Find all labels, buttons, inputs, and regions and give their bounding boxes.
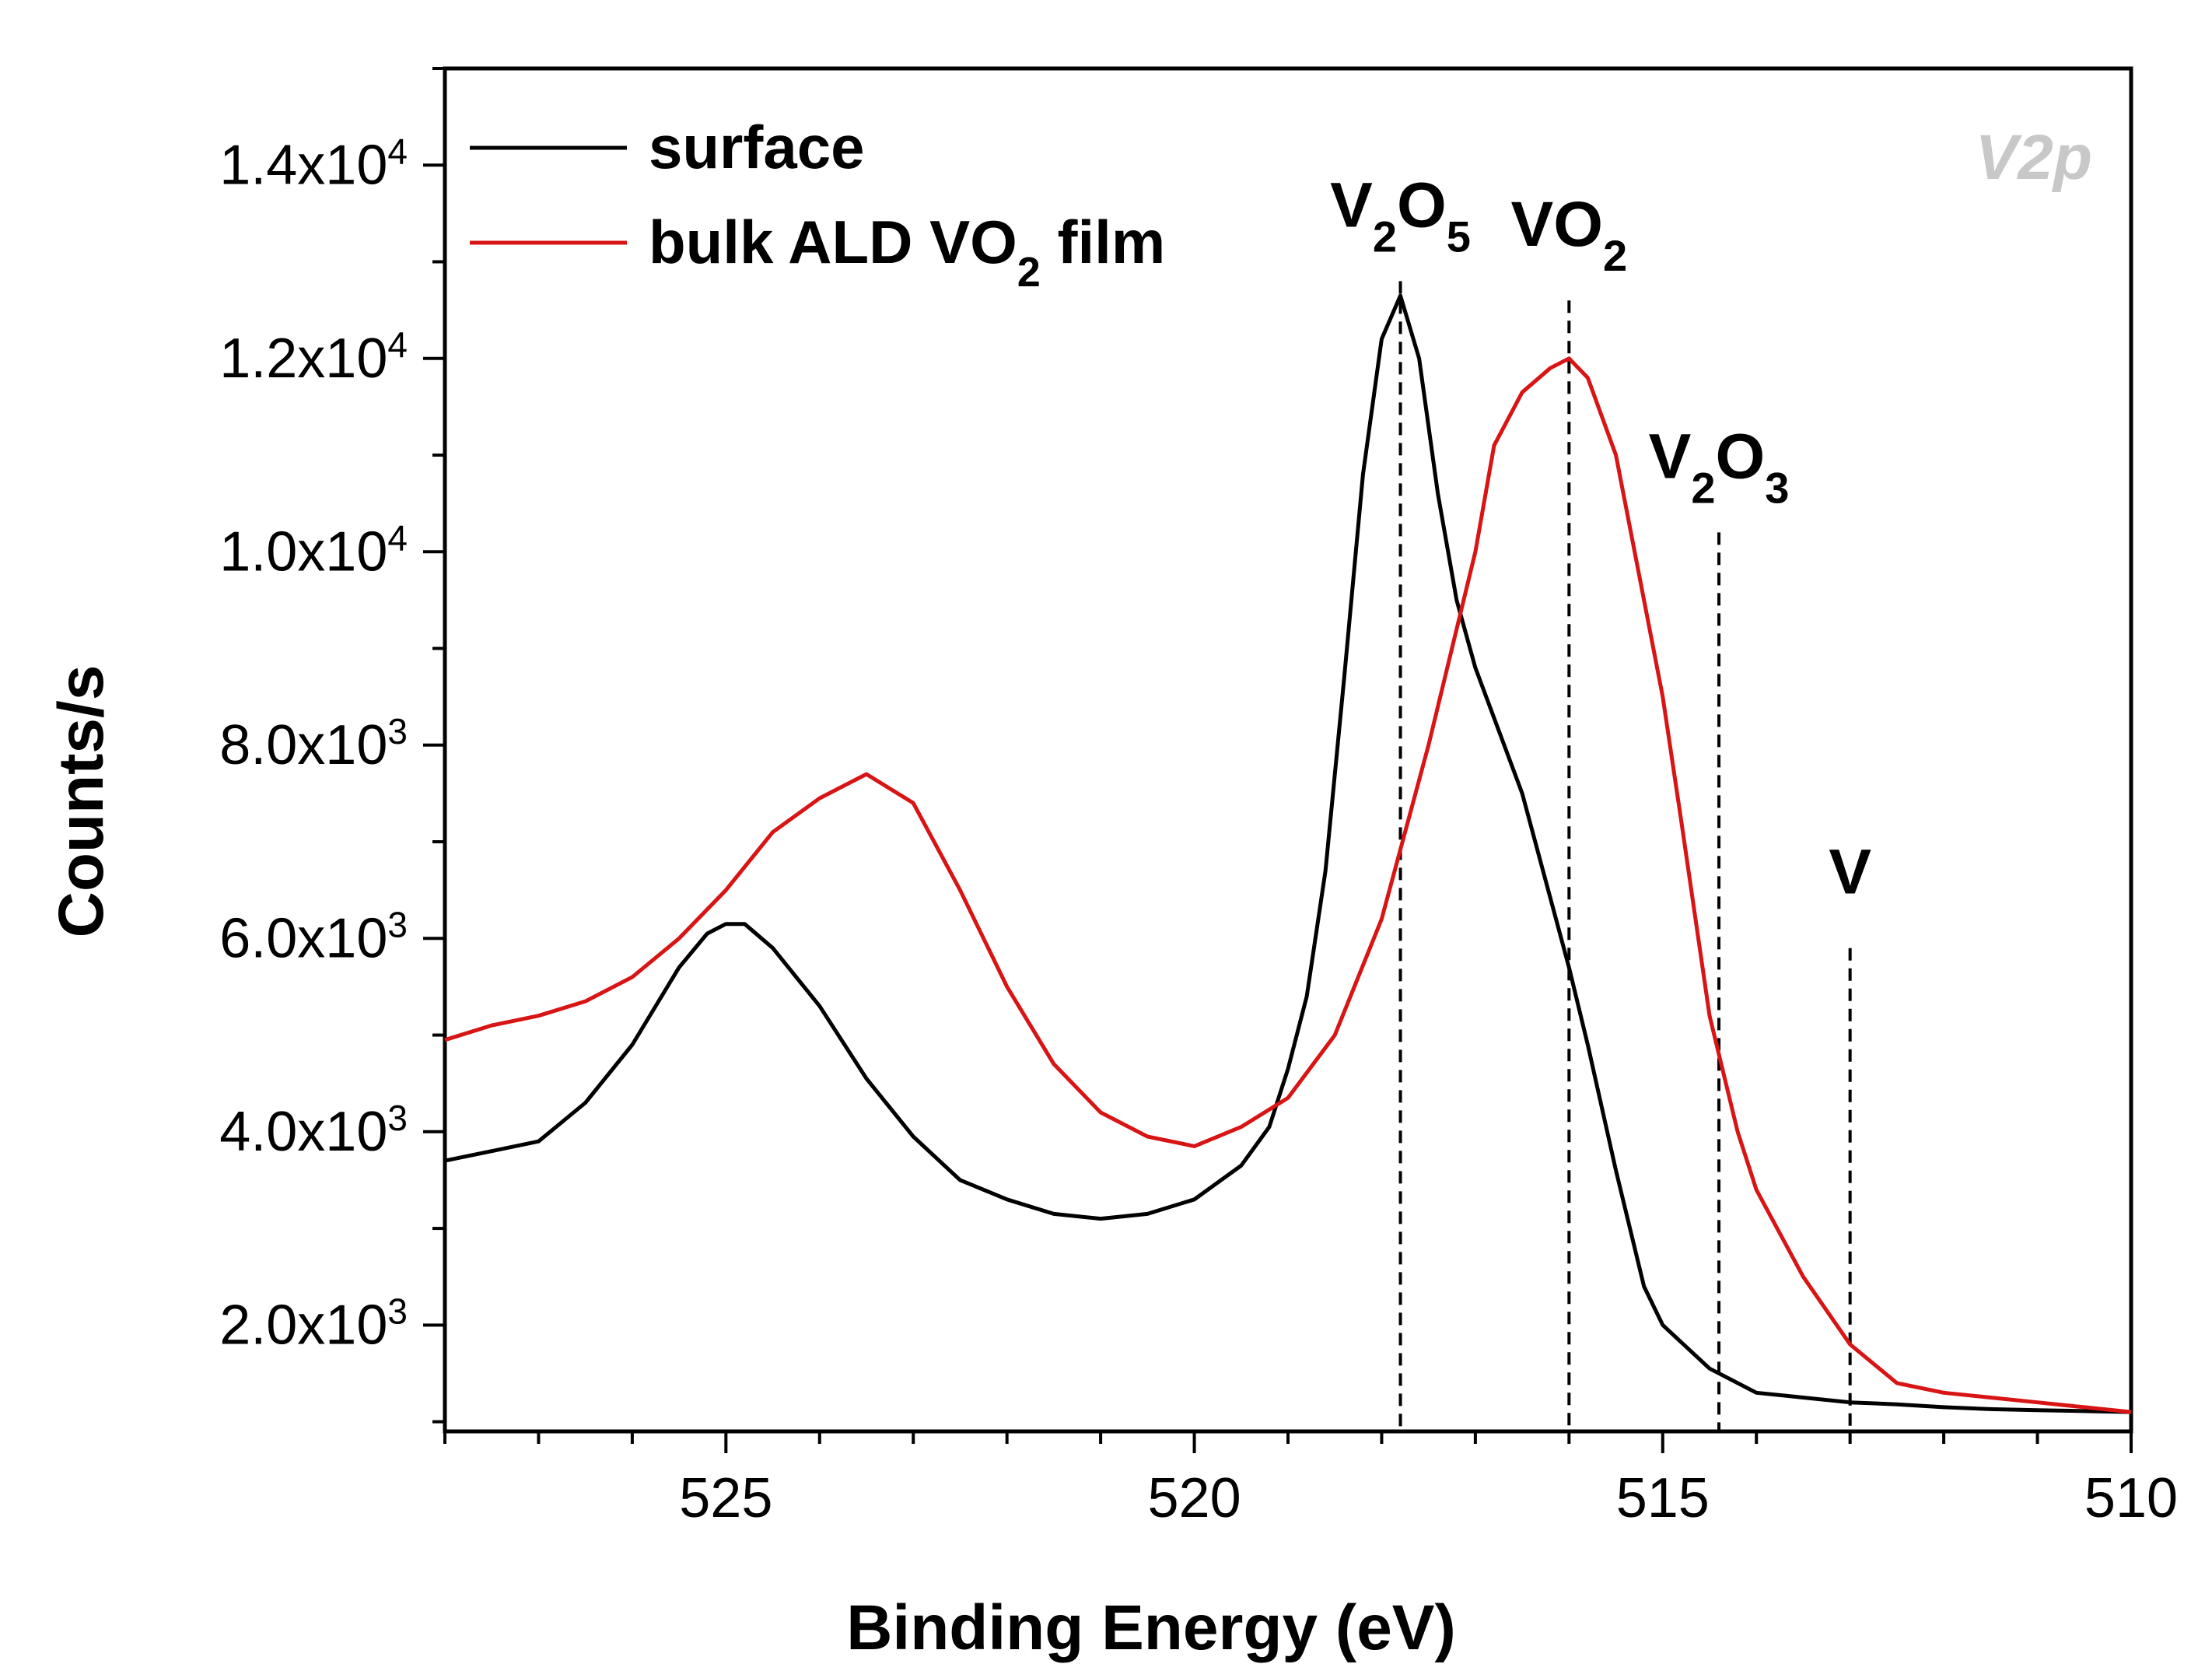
- series-line-surface: [444, 293, 2132, 1414]
- legend-label: surface: [649, 113, 865, 181]
- y-tick-label: 1.4x104: [219, 131, 408, 196]
- x-tick-label: 525: [679, 1467, 772, 1529]
- reference-label: V2O3: [1649, 421, 1790, 512]
- legend-label: bulk ALD VO2 film: [649, 208, 1165, 296]
- y-tick-label: 4.0x103: [219, 1098, 408, 1163]
- reference-label: V2O5: [1330, 170, 1471, 261]
- x-axis-label: Binding Energy (eV): [846, 1592, 1456, 1663]
- y-tick-label: 2.0x103: [219, 1291, 408, 1356]
- axis-ticks: 525 520 515 510 2.0x103 4.0x103 6.0x103 8.0x103…: [219, 67, 2178, 1529]
- reference-lines: V2O5 VO2 V2O3 V: [1330, 170, 1871, 1431]
- x-tick-label: 520: [1147, 1467, 1241, 1529]
- x-tick-label: 515: [1616, 1467, 1710, 1529]
- reference-label: V: [1829, 837, 1871, 908]
- y-tick-label: 6.0x103: [219, 904, 408, 969]
- y-tick-label: 1.2x104: [219, 324, 408, 390]
- panel-label: V2p: [1976, 122, 2092, 193]
- reference-label: VO2: [1511, 189, 1628, 280]
- y-tick-label: 1.0x104: [219, 517, 408, 583]
- legend: surface bulk ALD VO2 film: [470, 113, 1165, 296]
- series-line-bulk-film: [444, 356, 2132, 1414]
- y-axis-label: Counts/s: [46, 665, 117, 938]
- data-series: [444, 293, 2132, 1414]
- y-tick-label: 8.0x103: [219, 711, 408, 776]
- x-tick-label: 510: [2084, 1467, 2178, 1529]
